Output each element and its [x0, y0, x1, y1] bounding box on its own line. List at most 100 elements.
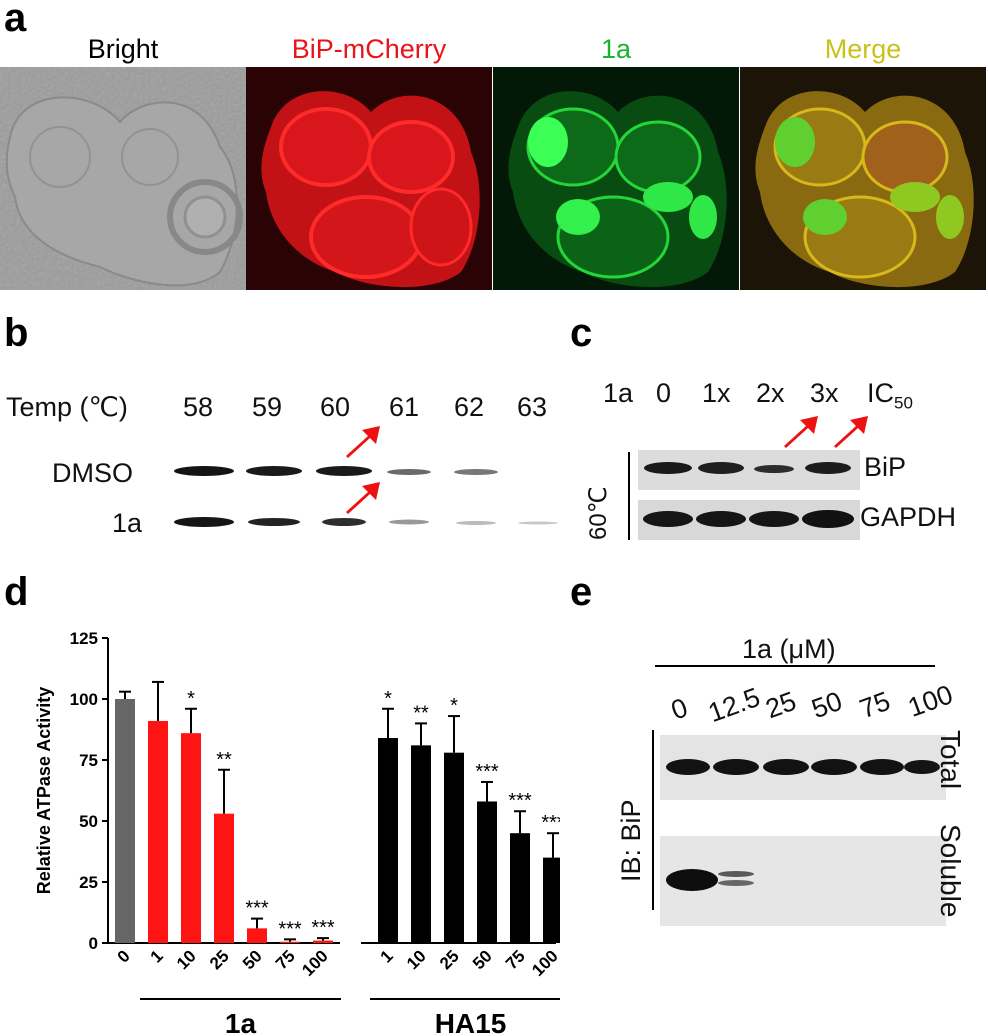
merge-title: Merge: [824, 34, 902, 64]
x-tick-label: 1: [147, 946, 167, 966]
panel-b-letter: b: [4, 311, 29, 355]
bar: [313, 940, 333, 943]
conc-50: 50: [807, 685, 847, 725]
y-tick-label: 0: [89, 934, 98, 953]
significance-stars: ***: [311, 917, 335, 939]
bar: [378, 738, 398, 943]
x-tick-label: 75: [272, 946, 299, 973]
panel-c-compound: 1a: [603, 378, 634, 408]
bar: [444, 752, 464, 943]
significance-stars: ***: [541, 812, 560, 834]
y-tick-label: 75: [79, 751, 98, 770]
red-arrow-dmso: [346, 426, 380, 458]
bip-mcherry-image: [246, 67, 492, 290]
y-tick-label: 100: [70, 690, 98, 709]
1a-fluorescence-image: [493, 67, 739, 290]
panel-d-letter: d: [4, 570, 29, 614]
temp-61: 61: [389, 392, 420, 422]
group-label: HA15: [435, 1008, 507, 1036]
row-dmso-label: DMSO: [52, 458, 133, 488]
x-tick-label: 0: [114, 946, 134, 966]
dose-0: 0: [656, 378, 672, 408]
bar: [247, 928, 267, 943]
temp-label: Temp (℃): [6, 392, 128, 422]
x-tick-label: 1: [377, 946, 397, 966]
significance-stars: ***: [508, 790, 532, 812]
conc-0: 0: [667, 692, 692, 726]
1a-title: 1a: [600, 34, 632, 64]
bar: [477, 801, 497, 943]
dose-1x: 1x: [702, 378, 731, 408]
cetsa-blot: [166, 452, 566, 542]
x-tick-label: 25: [436, 946, 463, 973]
bip-mcherry-title: BiP-mCherry: [291, 34, 447, 64]
bar: [543, 857, 560, 943]
temp-63: 63: [517, 392, 548, 422]
panel-c-bracket: [628, 452, 630, 540]
x-tick-label: 100: [298, 946, 331, 979]
conc-12-5: 12.5: [704, 681, 764, 729]
bip-blot: [638, 450, 860, 490]
bright-title: Bright: [87, 34, 159, 64]
x-tick-label: 25: [206, 946, 233, 973]
panel-a-letter: a: [4, 0, 27, 40]
conc-75: 75: [855, 685, 895, 725]
x-tick-label: 10: [173, 946, 200, 973]
x-tick-label: 50: [239, 946, 266, 973]
gapdh-blot: [638, 500, 860, 540]
y-tick-label: 50: [79, 812, 98, 831]
panel-e-letter: e: [570, 570, 593, 614]
significance-stars: **: [216, 749, 232, 771]
group-label: 1a: [225, 1008, 257, 1036]
temp-59: 59: [252, 392, 283, 422]
temp-58: 58: [183, 392, 214, 422]
temp-60c-label: 60℃: [585, 486, 612, 540]
significance-stars: ***: [475, 761, 499, 783]
x-tick-label: 75: [502, 946, 529, 973]
red-arrow-3x: [834, 416, 868, 448]
significance-stars: *: [187, 688, 195, 710]
x-tick-label: 100: [528, 946, 560, 979]
significance-stars: ***: [245, 898, 269, 920]
panel-e-header-line: [655, 665, 935, 667]
panel-e-bracket: [652, 730, 654, 910]
bar: [181, 733, 201, 943]
significance-stars: *: [450, 695, 458, 717]
bip-row-label: BiP: [864, 452, 907, 482]
y-axis-label: Relative ATPase Activity: [34, 687, 54, 894]
red-arrow-2x: [784, 416, 818, 448]
dose-2x: 2x: [756, 378, 785, 408]
bar: [115, 699, 135, 943]
soluble-row-label: Soluble: [935, 824, 966, 918]
significance-stars: **: [413, 702, 429, 724]
ic50-label: IC50: [867, 378, 913, 413]
row-1a-label: 1a: [112, 508, 143, 538]
bar: [411, 745, 431, 943]
x-tick-label: 50: [469, 946, 496, 973]
merge-image: [740, 67, 986, 290]
panel-c-letter: c: [570, 311, 593, 355]
temp-62: 62: [454, 392, 485, 422]
bar: [148, 720, 168, 943]
y-tick-label: 125: [70, 629, 98, 648]
gapdh-row-label: GAPDH: [860, 502, 957, 532]
bar: [214, 813, 234, 943]
total-blot: [660, 735, 946, 800]
conc-25: 25: [761, 685, 801, 725]
temp-60: 60: [320, 392, 351, 422]
conc-100: 100: [904, 679, 957, 723]
total-row-label: Total: [935, 730, 966, 790]
x-tick-label: 10: [403, 946, 430, 973]
bar: [510, 833, 530, 943]
significance-stars: ***: [278, 918, 302, 940]
bar: [280, 941, 300, 943]
bright-field-image: [0, 67, 246, 290]
dose-3x: 3x: [810, 378, 839, 408]
red-arrow-1a: [346, 482, 380, 514]
panel-e-header: 1a (μM): [742, 634, 836, 664]
y-tick-label: 25: [79, 873, 98, 892]
soluble-blot: [660, 836, 946, 926]
significance-stars: *: [384, 688, 392, 710]
ib-bip-label: IB: BiP: [616, 799, 646, 882]
